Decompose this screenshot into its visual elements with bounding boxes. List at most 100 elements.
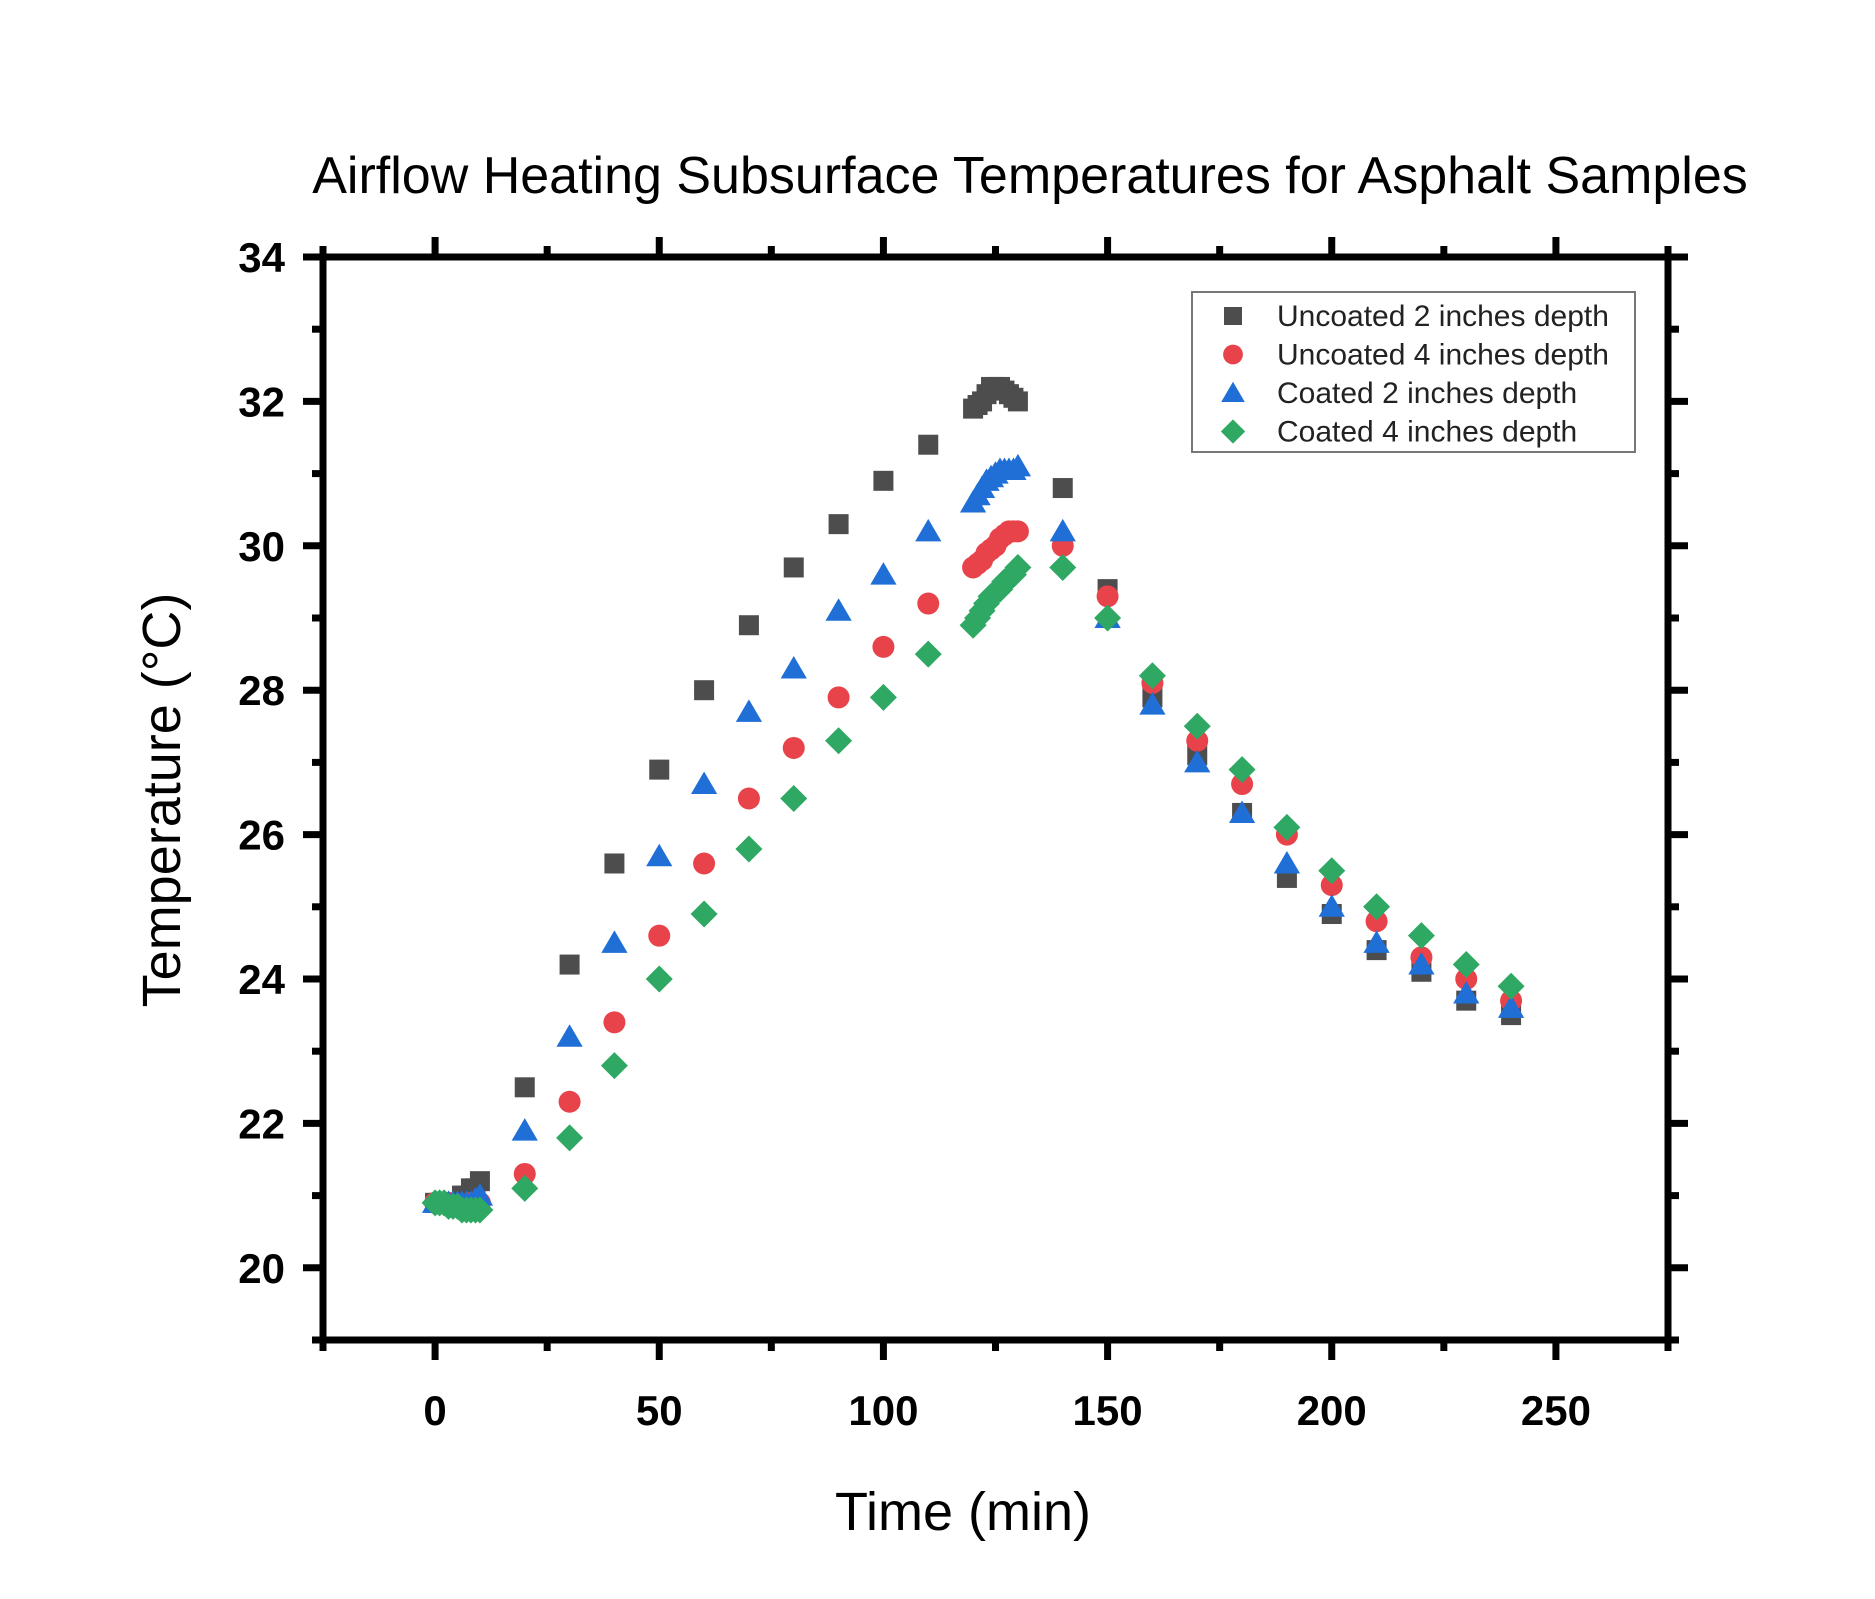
data-point: [735, 835, 763, 863]
data-point: [918, 434, 939, 455]
data-point: [690, 771, 718, 795]
data-point: [603, 1011, 626, 1034]
y-tick-label: 20: [238, 1245, 285, 1292]
data-point: [1094, 604, 1122, 632]
data-point: [558, 1090, 581, 1113]
x-tick-label: 250: [1521, 1387, 1591, 1434]
x-tick-label: 100: [848, 1387, 918, 1434]
legend-label: Uncoated 4 inches depth: [1277, 339, 1609, 372]
data-point: [646, 843, 673, 867]
data-point: [1007, 391, 1028, 412]
legend-marker: [1220, 419, 1246, 444]
y-axis-label: Temperature (°C): [132, 593, 192, 1008]
data-point: [1139, 692, 1166, 715]
legend-label: Uncoated 2 inches depth: [1277, 300, 1609, 333]
data-point: [869, 683, 897, 711]
data-point: [511, 1118, 538, 1141]
data-point: [780, 656, 807, 679]
data-point: [1497, 995, 1525, 1018]
data-point: [783, 557, 804, 578]
legend-marker: [1221, 381, 1245, 402]
data-point: [827, 686, 850, 709]
data-point: [1452, 951, 1480, 979]
data-point: [1363, 930, 1390, 953]
data-point: [1096, 585, 1119, 608]
data-point: [782, 736, 805, 759]
data-point: [1184, 749, 1211, 773]
data-point: [1138, 662, 1166, 690]
data-point: [648, 924, 671, 947]
data-point: [828, 514, 849, 535]
data-point: [514, 1077, 535, 1098]
y-tick-label: 34: [238, 234, 285, 281]
data-point: [737, 787, 760, 810]
data-point: [825, 727, 853, 755]
y-tick-label: 32: [238, 378, 285, 425]
data-point: [870, 562, 897, 585]
data-point: [1453, 980, 1480, 1004]
data-point: [1407, 922, 1435, 950]
data-points: [421, 376, 1525, 1224]
y-tick-label: 28: [238, 667, 285, 714]
x-tick-label: 50: [636, 1387, 683, 1434]
data-point: [604, 853, 625, 874]
data-point: [738, 615, 759, 636]
plot-frame: [319, 253, 1672, 1344]
data-point: [645, 965, 673, 993]
x-tick-label: 200: [1297, 1387, 1367, 1434]
data-point: [469, 1171, 490, 1192]
data-point: [780, 785, 808, 812]
series-diamond: [421, 553, 1525, 1224]
data-point: [601, 930, 628, 953]
data-point: [1228, 800, 1256, 823]
data-point: [1320, 874, 1343, 897]
legend-label: Coated 2 inches depth: [1277, 377, 1577, 410]
chart-title: Airflow Heating Subsurface Temperatures …: [312, 147, 1748, 205]
legend-marker: [1224, 307, 1242, 325]
legend-label: Coated 4 inches depth: [1277, 416, 1577, 449]
y-tick-label: 30: [238, 523, 285, 570]
data-point: [559, 954, 580, 975]
data-point: [1408, 952, 1435, 975]
data-point: [1004, 453, 1032, 477]
data-point: [1231, 773, 1254, 796]
data-point: [1006, 520, 1029, 543]
data-point: [735, 699, 763, 722]
data-point: [825, 598, 852, 621]
data-point: [915, 518, 942, 542]
legend: Uncoated 2 inches depth Uncoated 4 inches…: [1191, 291, 1636, 453]
data-point: [690, 900, 718, 928]
data-point: [1273, 813, 1301, 841]
axis-ticks: 0 50 100 150 200 250 20 22 24 26 28 30 32 34: [238, 234, 1688, 1434]
data-point: [873, 470, 894, 491]
data-point: [1318, 894, 1345, 917]
data-point: [872, 635, 895, 658]
data-point: [1183, 712, 1211, 740]
data-point: [649, 759, 670, 780]
data-point: [1273, 850, 1301, 874]
data-point: [693, 852, 716, 875]
data-point: [513, 1162, 536, 1185]
data-point: [1455, 968, 1478, 990]
data-point: [1049, 553, 1077, 581]
x-tick-label: 150: [1073, 1387, 1143, 1434]
data-point: [1497, 972, 1525, 1000]
data-point: [694, 680, 715, 701]
data-point: [511, 1174, 539, 1202]
data-point: [1004, 553, 1032, 581]
legend-marker: [1223, 344, 1243, 365]
data-point: [1318, 857, 1346, 885]
data-point: [1363, 893, 1391, 921]
data-point: [556, 1024, 583, 1047]
x-tick-label: 0: [423, 1387, 446, 1434]
data-point: [1049, 518, 1076, 542]
data-point: [600, 1052, 628, 1080]
y-tick-label: 22: [238, 1100, 285, 1147]
data-point: [1186, 729, 1209, 752]
y-tick-label: 26: [238, 812, 285, 859]
x-axis-label: Time (min): [835, 1482, 1091, 1542]
data-point: [1228, 756, 1256, 784]
data-point: [1052, 478, 1073, 499]
